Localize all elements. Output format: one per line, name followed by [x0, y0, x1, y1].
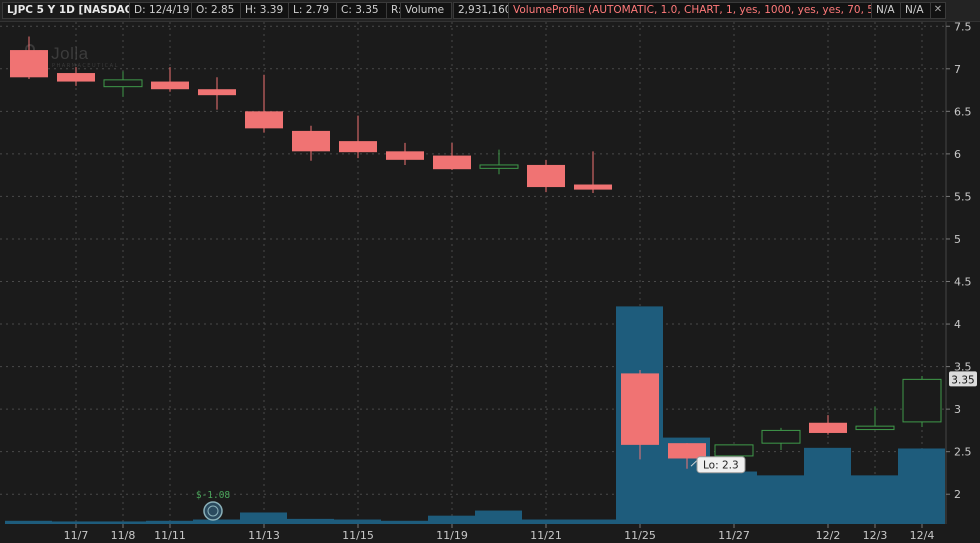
volume-profile-study[interactable]: VolumeProfile (AUTOMATIC, 1.0, CHART, 1,…: [508, 2, 885, 19]
candle-body[interactable]: [151, 81, 189, 90]
y-tick-label: 2.5: [954, 446, 972, 459]
volume-bar: [757, 475, 804, 524]
volume-bar: [710, 471, 757, 524]
candle-body[interactable]: [292, 130, 330, 152]
candle-body[interactable]: [479, 164, 519, 169]
y-tick-label: 4: [954, 318, 961, 331]
y-tick-label: 3: [954, 403, 961, 416]
y-tick-label: 6.5: [954, 105, 972, 118]
y-tick-label: 4.5: [954, 276, 972, 289]
volume-label[interactable]: Volume: [400, 2, 452, 19]
candle-body[interactable]: [714, 444, 754, 457]
candle-body[interactable]: [198, 89, 236, 96]
y-tick-label: 7.5: [954, 20, 972, 33]
chart-header: LJPC 5 Y 1D [NASDAQ] D: 12/4/19 O: 2.85 …: [0, 0, 980, 22]
volume-bar: [569, 519, 616, 524]
volume-bar: [193, 519, 240, 524]
x-tick-label: 11/7: [64, 529, 89, 542]
x-tick-label: 12/4: [910, 529, 935, 542]
volume-bar: [52, 521, 99, 524]
dividend-icon-inner: [207, 505, 219, 517]
na-readout-2: N/A: [900, 2, 932, 19]
close-readout: C: 3.35: [336, 2, 389, 19]
watermark-logo: a Jolla: [36, 44, 89, 63]
date-readout: D: 12/4/19: [129, 2, 194, 19]
y-tick-label: 6: [954, 148, 961, 161]
candle-body[interactable]: [245, 111, 283, 129]
candle-body[interactable]: [902, 378, 942, 423]
candle-body[interactable]: [761, 429, 801, 444]
low-tooltip: [696, 456, 746, 474]
y-tick-label: 7: [954, 63, 961, 76]
volume-bar: [240, 512, 287, 524]
volume-bar: [428, 515, 475, 524]
x-tick-label: 12/2: [816, 529, 841, 542]
x-tick-label: 11/19: [436, 529, 468, 542]
volume-bar: [99, 521, 146, 524]
x-tick-label: 11/8: [111, 529, 136, 542]
volume-bar: [522, 519, 569, 524]
candle-body[interactable]: [809, 422, 847, 433]
x-tick-label: 11/21: [530, 529, 562, 542]
x-tick-label: 12/3: [863, 529, 888, 542]
last-price-label: 3.35: [951, 374, 974, 386]
candle-body[interactable]: [433, 155, 471, 170]
candle-body[interactable]: [339, 141, 377, 153]
y-tick-label: 2: [954, 488, 961, 501]
candle-body[interactable]: [386, 151, 424, 160]
volume-bar: [381, 520, 428, 524]
watermark-logo-sub: PHARMACEUTICAL: [52, 63, 119, 69]
x-tick-label: 11/13: [248, 529, 280, 542]
y-tick-label: 5: [954, 233, 961, 246]
dividend-icon[interactable]: [203, 501, 223, 521]
candle-body[interactable]: [621, 373, 659, 445]
volume-bar: [334, 519, 381, 524]
volume-bar: [475, 510, 522, 524]
candle-body[interactable]: [855, 425, 895, 431]
candle-body[interactable]: [668, 443, 706, 459]
candle-body[interactable]: [10, 50, 48, 78]
last-price-badge: [949, 371, 977, 387]
volume-bar: [146, 520, 193, 524]
low-tooltip-label: Lo: 2.3: [703, 460, 739, 472]
volume-bar: [898, 448, 945, 524]
x-tick-label: 11/15: [342, 529, 374, 542]
na-readout-1: N/A: [871, 2, 903, 19]
y-tick-label: 3.5: [954, 361, 972, 374]
candle-body[interactable]: [574, 184, 612, 190]
volume-value: 2,931,160: [453, 2, 511, 19]
candle-body[interactable]: [57, 73, 95, 82]
candle-body[interactable]: [103, 79, 143, 88]
x-tick-label: 11/27: [718, 529, 750, 542]
y-tick-label: 5.5: [954, 190, 972, 203]
volume-bar: [5, 520, 52, 524]
volume-bar: [287, 518, 334, 524]
x-tick-label: 11/11: [154, 529, 186, 542]
candle-body[interactable]: [527, 164, 565, 188]
dividend-label: $-1.08: [196, 490, 231, 501]
volume-bar: [851, 475, 898, 524]
volume-bar: [804, 447, 851, 524]
x-tick-label: 11/25: [624, 529, 656, 542]
close-icon[interactable]: ✕: [930, 2, 946, 19]
symbol-title[interactable]: LJPC 5 Y 1D [NASDAQ]: [2, 2, 138, 19]
